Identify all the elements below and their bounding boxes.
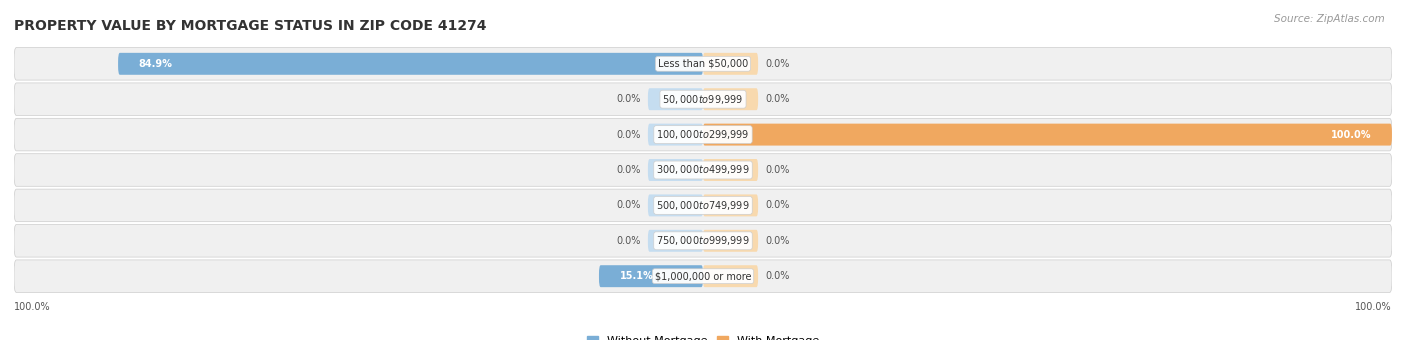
FancyBboxPatch shape [14, 224, 1392, 257]
Text: 0.0%: 0.0% [765, 165, 789, 175]
FancyBboxPatch shape [599, 265, 703, 287]
Text: $500,000 to $749,999: $500,000 to $749,999 [657, 199, 749, 212]
FancyBboxPatch shape [648, 88, 703, 110]
Text: $100,000 to $299,999: $100,000 to $299,999 [657, 128, 749, 141]
Text: $300,000 to $499,999: $300,000 to $499,999 [657, 164, 749, 176]
Text: 0.0%: 0.0% [617, 130, 641, 140]
FancyBboxPatch shape [703, 230, 758, 252]
Text: 100.0%: 100.0% [1355, 302, 1392, 312]
Text: Source: ZipAtlas.com: Source: ZipAtlas.com [1274, 14, 1385, 23]
FancyBboxPatch shape [703, 124, 1392, 146]
Text: $750,000 to $999,999: $750,000 to $999,999 [657, 234, 749, 247]
FancyBboxPatch shape [14, 48, 1392, 80]
Text: 0.0%: 0.0% [617, 200, 641, 210]
FancyBboxPatch shape [14, 260, 1392, 292]
FancyBboxPatch shape [14, 189, 1392, 222]
Text: 0.0%: 0.0% [765, 236, 789, 246]
FancyBboxPatch shape [703, 88, 758, 110]
Text: $1,000,000 or more: $1,000,000 or more [655, 271, 751, 281]
Text: 0.0%: 0.0% [765, 59, 789, 69]
Text: 0.0%: 0.0% [617, 236, 641, 246]
Text: Less than $50,000: Less than $50,000 [658, 59, 748, 69]
FancyBboxPatch shape [703, 53, 758, 75]
FancyBboxPatch shape [648, 230, 703, 252]
Text: 0.0%: 0.0% [765, 94, 789, 104]
Legend: Without Mortgage, With Mortgage: Without Mortgage, With Mortgage [582, 332, 824, 340]
Text: 84.9%: 84.9% [139, 59, 173, 69]
Text: 0.0%: 0.0% [765, 271, 789, 281]
FancyBboxPatch shape [703, 194, 758, 216]
Text: 0.0%: 0.0% [765, 200, 789, 210]
FancyBboxPatch shape [648, 124, 703, 146]
FancyBboxPatch shape [118, 53, 703, 75]
Text: 0.0%: 0.0% [617, 94, 641, 104]
Text: 0.0%: 0.0% [617, 165, 641, 175]
FancyBboxPatch shape [648, 194, 703, 216]
Text: 15.1%: 15.1% [620, 271, 654, 281]
FancyBboxPatch shape [703, 159, 758, 181]
FancyBboxPatch shape [14, 118, 1392, 151]
FancyBboxPatch shape [648, 159, 703, 181]
FancyBboxPatch shape [14, 154, 1392, 186]
FancyBboxPatch shape [703, 265, 758, 287]
Text: 100.0%: 100.0% [1330, 130, 1371, 140]
Text: 100.0%: 100.0% [14, 302, 51, 312]
FancyBboxPatch shape [14, 83, 1392, 116]
Text: $50,000 to $99,999: $50,000 to $99,999 [662, 93, 744, 106]
Text: PROPERTY VALUE BY MORTGAGE STATUS IN ZIP CODE 41274: PROPERTY VALUE BY MORTGAGE STATUS IN ZIP… [14, 19, 486, 33]
